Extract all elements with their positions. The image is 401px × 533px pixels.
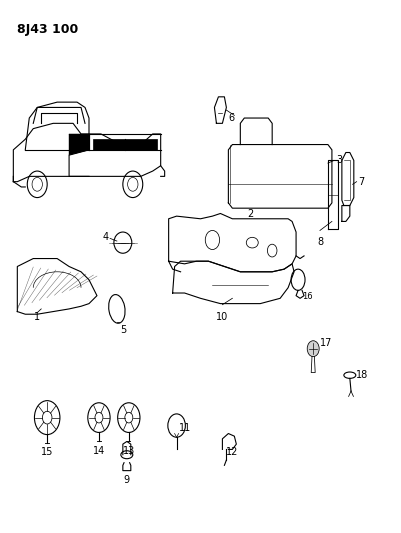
- Text: 17: 17: [320, 338, 332, 349]
- Text: 3: 3: [336, 156, 342, 165]
- Text: 8: 8: [317, 237, 323, 247]
- Text: 15: 15: [41, 447, 53, 457]
- Text: 2: 2: [247, 209, 253, 219]
- Text: 18: 18: [356, 370, 368, 380]
- Text: 10: 10: [216, 312, 229, 321]
- Polygon shape: [93, 139, 157, 150]
- Text: 12: 12: [227, 447, 239, 457]
- Text: 13: 13: [123, 446, 135, 456]
- Text: 5: 5: [120, 325, 126, 335]
- Text: 1: 1: [34, 312, 40, 321]
- Text: 6: 6: [229, 113, 235, 123]
- Circle shape: [307, 341, 319, 357]
- Text: 16: 16: [302, 292, 313, 301]
- Text: 11: 11: [178, 423, 191, 433]
- Polygon shape: [69, 134, 89, 155]
- Text: 7: 7: [358, 176, 364, 187]
- Text: 4: 4: [103, 232, 109, 243]
- Text: 14: 14: [93, 446, 105, 456]
- Text: 9: 9: [124, 475, 130, 485]
- Text: 8J43 100: 8J43 100: [17, 22, 79, 36]
